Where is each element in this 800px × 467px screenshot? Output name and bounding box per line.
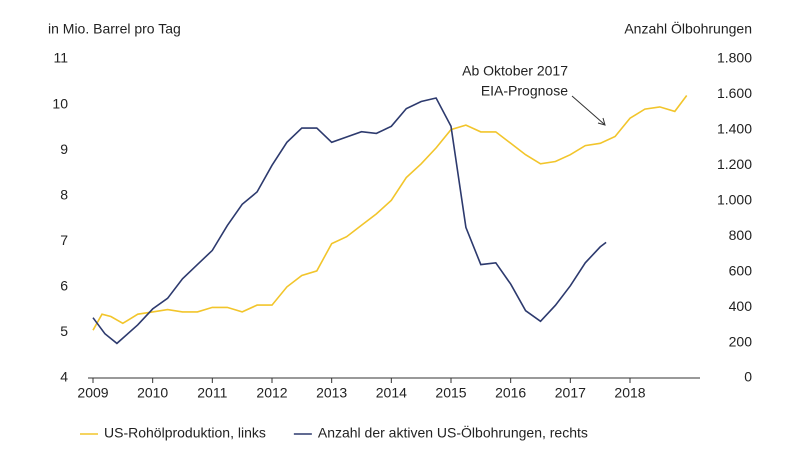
y2-tick-label: 1.000 [717,191,752,207]
series-line [92,97,607,345]
legend-label: US-Rohölproduktion, links [104,425,266,441]
y-tick-label: 10 [52,95,68,111]
x-tick-label: 2011 [197,385,227,401]
annotation-arrowhead [597,117,606,126]
x-tick-label: 2013 [316,385,347,401]
y-tick-label: 4 [60,369,68,385]
x-tick-label: 2012 [256,385,287,401]
y-tick-label: 8 [60,186,68,202]
y-tick-label: 5 [60,323,68,339]
y2-tick-label: 1.400 [717,121,752,137]
y2-tick-label: 800 [729,227,753,243]
y-tick-label: 6 [60,278,68,294]
y2-tick-label: 600 [729,262,753,278]
y-tick-label: 7 [60,232,68,248]
annotation: EIA-Prognose [481,83,568,99]
left-axis-label: in Mio. Barrel pro Tag [48,21,181,37]
y2-tick-label: 1.600 [717,85,752,101]
annotation: Ab Oktober 2017 [462,63,568,79]
y-tick-label: 9 [60,141,68,157]
x-tick-label: 2014 [376,385,407,401]
y2-tick-label: 1.200 [717,156,752,172]
x-tick-label: 2015 [435,385,466,401]
annotation-arrow [571,95,605,125]
legend-label: Anzahl der aktiven US-Ölbohrungen, recht… [318,424,588,441]
right-axis-label: Anzahl Ölbohrungen [624,20,752,37]
y2-tick-label: 0 [744,369,752,385]
x-tick-label: 2009 [77,385,108,401]
y-tick-label: 11 [53,50,68,66]
y2-tick-label: 200 [729,333,753,349]
series-line [92,95,688,331]
x-tick-label: 2017 [555,385,586,401]
x-tick-label: 2016 [495,385,526,401]
x-tick-label: 2010 [137,385,168,401]
x-tick-label: 2018 [614,385,645,401]
y2-tick-label: 1.800 [717,50,752,66]
y2-tick-label: 400 [729,298,753,314]
